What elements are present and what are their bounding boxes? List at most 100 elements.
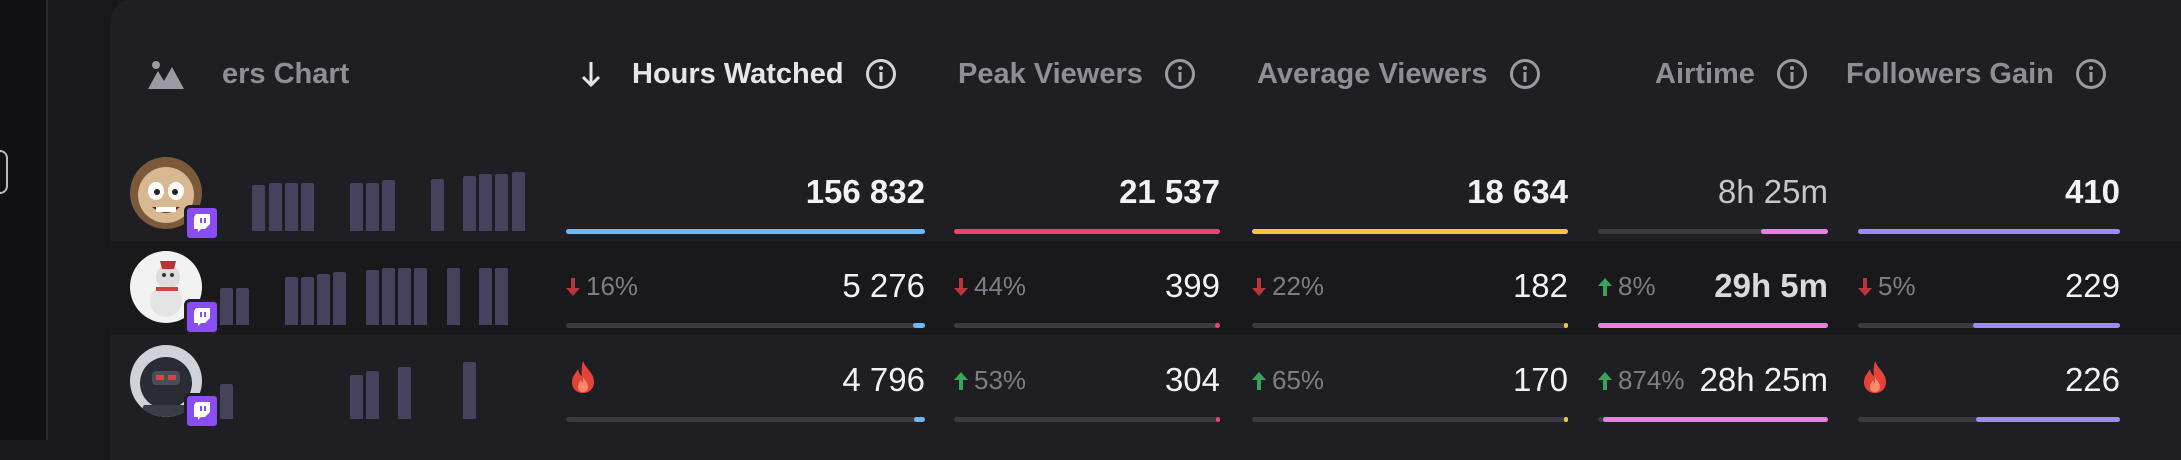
sparkline-bar xyxy=(284,276,298,325)
airtime-label: Airtime xyxy=(1655,57,1755,90)
airtime-cell: 28h 25m 874% xyxy=(1598,335,1828,429)
peak-value: 304 xyxy=(1164,361,1220,398)
sparkline-bar xyxy=(398,267,412,325)
followers-progress-fill xyxy=(1975,417,2120,422)
change-percent: 65% xyxy=(1272,365,1325,395)
peak-viewers-header[interactable]: Peak Viewers xyxy=(958,52,1195,96)
peak-cell: 21 537 xyxy=(954,147,1220,241)
chart-column-label: ers Chart xyxy=(222,57,350,90)
sparkline-bar xyxy=(414,267,428,325)
fire-icon xyxy=(1862,361,1888,398)
followers-gain-label: Followers Gain xyxy=(1846,57,2054,90)
peak-progress-track xyxy=(954,417,1220,422)
sparkline-bar xyxy=(284,182,298,231)
sparkline-bar xyxy=(463,361,476,419)
airtime-change: 8% xyxy=(1598,271,1656,302)
followers-progress-track xyxy=(1858,323,2120,328)
sparkline-bar xyxy=(430,178,444,231)
followers-value: 226 xyxy=(2064,361,2120,398)
change-percent: 16% xyxy=(586,271,639,301)
followers-gain-header[interactable]: Followers Gain xyxy=(1846,52,2106,96)
sparkline-bar xyxy=(495,173,509,231)
sidebar-toggle-icon[interactable] xyxy=(0,150,8,194)
airtime-change: 874% xyxy=(1598,365,1685,396)
airtime-progress-fill xyxy=(1761,229,1828,234)
sort-arrow-down-icon xyxy=(581,62,601,88)
sparkline-bar xyxy=(479,173,493,231)
hours-progress-fill xyxy=(913,417,925,422)
followers-progress-track xyxy=(1858,417,2120,422)
followers-progress-fill xyxy=(1858,229,2120,234)
airtime-header[interactable]: Airtime xyxy=(1655,52,1807,96)
info-icon[interactable] xyxy=(1509,59,1540,89)
peak-value: 21 537 xyxy=(1119,173,1220,210)
arrow-up-icon xyxy=(1598,277,1612,296)
twitch-icon xyxy=(184,393,220,429)
change-percent: 874% xyxy=(1618,365,1685,395)
followers-progress-track xyxy=(1858,229,2120,234)
avg-cell: 18 634 xyxy=(1252,147,1568,241)
followers-value: 410 xyxy=(2064,173,2120,210)
bald-cartoon-avatar[interactable] xyxy=(130,157,202,229)
airtime-cell: 29h 5m 8% xyxy=(1598,241,1828,335)
arrow-up-icon xyxy=(954,371,968,390)
table-row[interactable]: 4 796 304 53% 170 65% 28h 25m 874% 226 xyxy=(110,335,2181,429)
sparkline-bar xyxy=(301,182,314,231)
change-percent: 22% xyxy=(1272,271,1325,301)
hours-progress-track xyxy=(566,323,925,328)
hours-watched-header[interactable]: Hours Watched xyxy=(580,52,896,96)
change-percent: 8% xyxy=(1618,271,1656,301)
airtime-value: 8h 25m xyxy=(1717,173,1828,210)
airtime-progress-track xyxy=(1598,323,1828,328)
avg-value: 18 634 xyxy=(1467,173,1568,210)
info-icon[interactable] xyxy=(2075,59,2106,89)
sparkline-bar xyxy=(333,271,347,325)
airtime-progress-fill xyxy=(1602,417,1828,422)
sparkline-bar xyxy=(398,366,412,419)
avg-progress-track xyxy=(1252,229,1568,234)
peak-cell: 304 53% xyxy=(954,335,1220,429)
table-row[interactable]: 5 276 16% 399 44% 182 22% 29h 5m 8% 229 5% xyxy=(110,241,2181,335)
info-icon[interactable] xyxy=(865,59,896,89)
airtime-value: 29h 5m xyxy=(1714,267,1828,304)
twitch-icon xyxy=(184,299,220,335)
followers-cell: 226 xyxy=(1858,335,2120,429)
snowman-avatar[interactable] xyxy=(130,251,202,323)
sparkline-bar xyxy=(268,182,282,231)
sparkline-bar xyxy=(463,176,476,231)
sparkline-bar xyxy=(317,274,331,325)
airtime-progress-track xyxy=(1598,417,1828,422)
change-percent: 53% xyxy=(974,365,1027,395)
sparkline-bar xyxy=(382,267,395,325)
peak-progress-track xyxy=(954,229,1220,234)
viewers-sparkline xyxy=(220,253,520,325)
peak-change: 44% xyxy=(954,271,1026,302)
peak-progress-track xyxy=(954,323,1220,328)
hours-progress-fill xyxy=(912,323,925,328)
info-icon[interactable] xyxy=(1164,59,1195,89)
twitch-icon xyxy=(184,205,220,241)
hours-value: 156 832 xyxy=(805,173,925,210)
table-header: ers Chart Hours Watched Peak Viewers Ave… xyxy=(110,0,2181,148)
average-viewers-header[interactable]: Average Viewers xyxy=(1257,52,1540,96)
sparkline-bar xyxy=(349,374,363,419)
sparkline-bar xyxy=(220,384,233,419)
peak-change: 53% xyxy=(954,365,1026,396)
peak-progress-fill xyxy=(1216,417,1220,422)
hours-value: 5 276 xyxy=(842,267,925,304)
viewers-sparkline xyxy=(220,347,520,419)
airtime-cell: 8h 25m xyxy=(1598,147,1828,241)
fire-icon xyxy=(570,361,596,398)
hours-watched-label: Hours Watched xyxy=(632,57,844,90)
table-row[interactable]: 156 832 21 537 18 634 8h 25m 410 xyxy=(110,147,2181,241)
arrow-down-icon xyxy=(1252,277,1266,296)
chart-column-header[interactable]: ers Chart xyxy=(148,52,349,96)
info-icon[interactable] xyxy=(1776,59,1807,89)
sparkline-bar xyxy=(365,182,379,231)
peak-cell: 399 44% xyxy=(954,241,1220,335)
mountain-chart-icon xyxy=(148,61,184,89)
hours-progress-fill xyxy=(566,229,925,234)
avg-cell: 170 65% xyxy=(1252,335,1568,429)
sparkline-bar xyxy=(349,182,363,231)
arrow-down-icon xyxy=(954,277,968,296)
